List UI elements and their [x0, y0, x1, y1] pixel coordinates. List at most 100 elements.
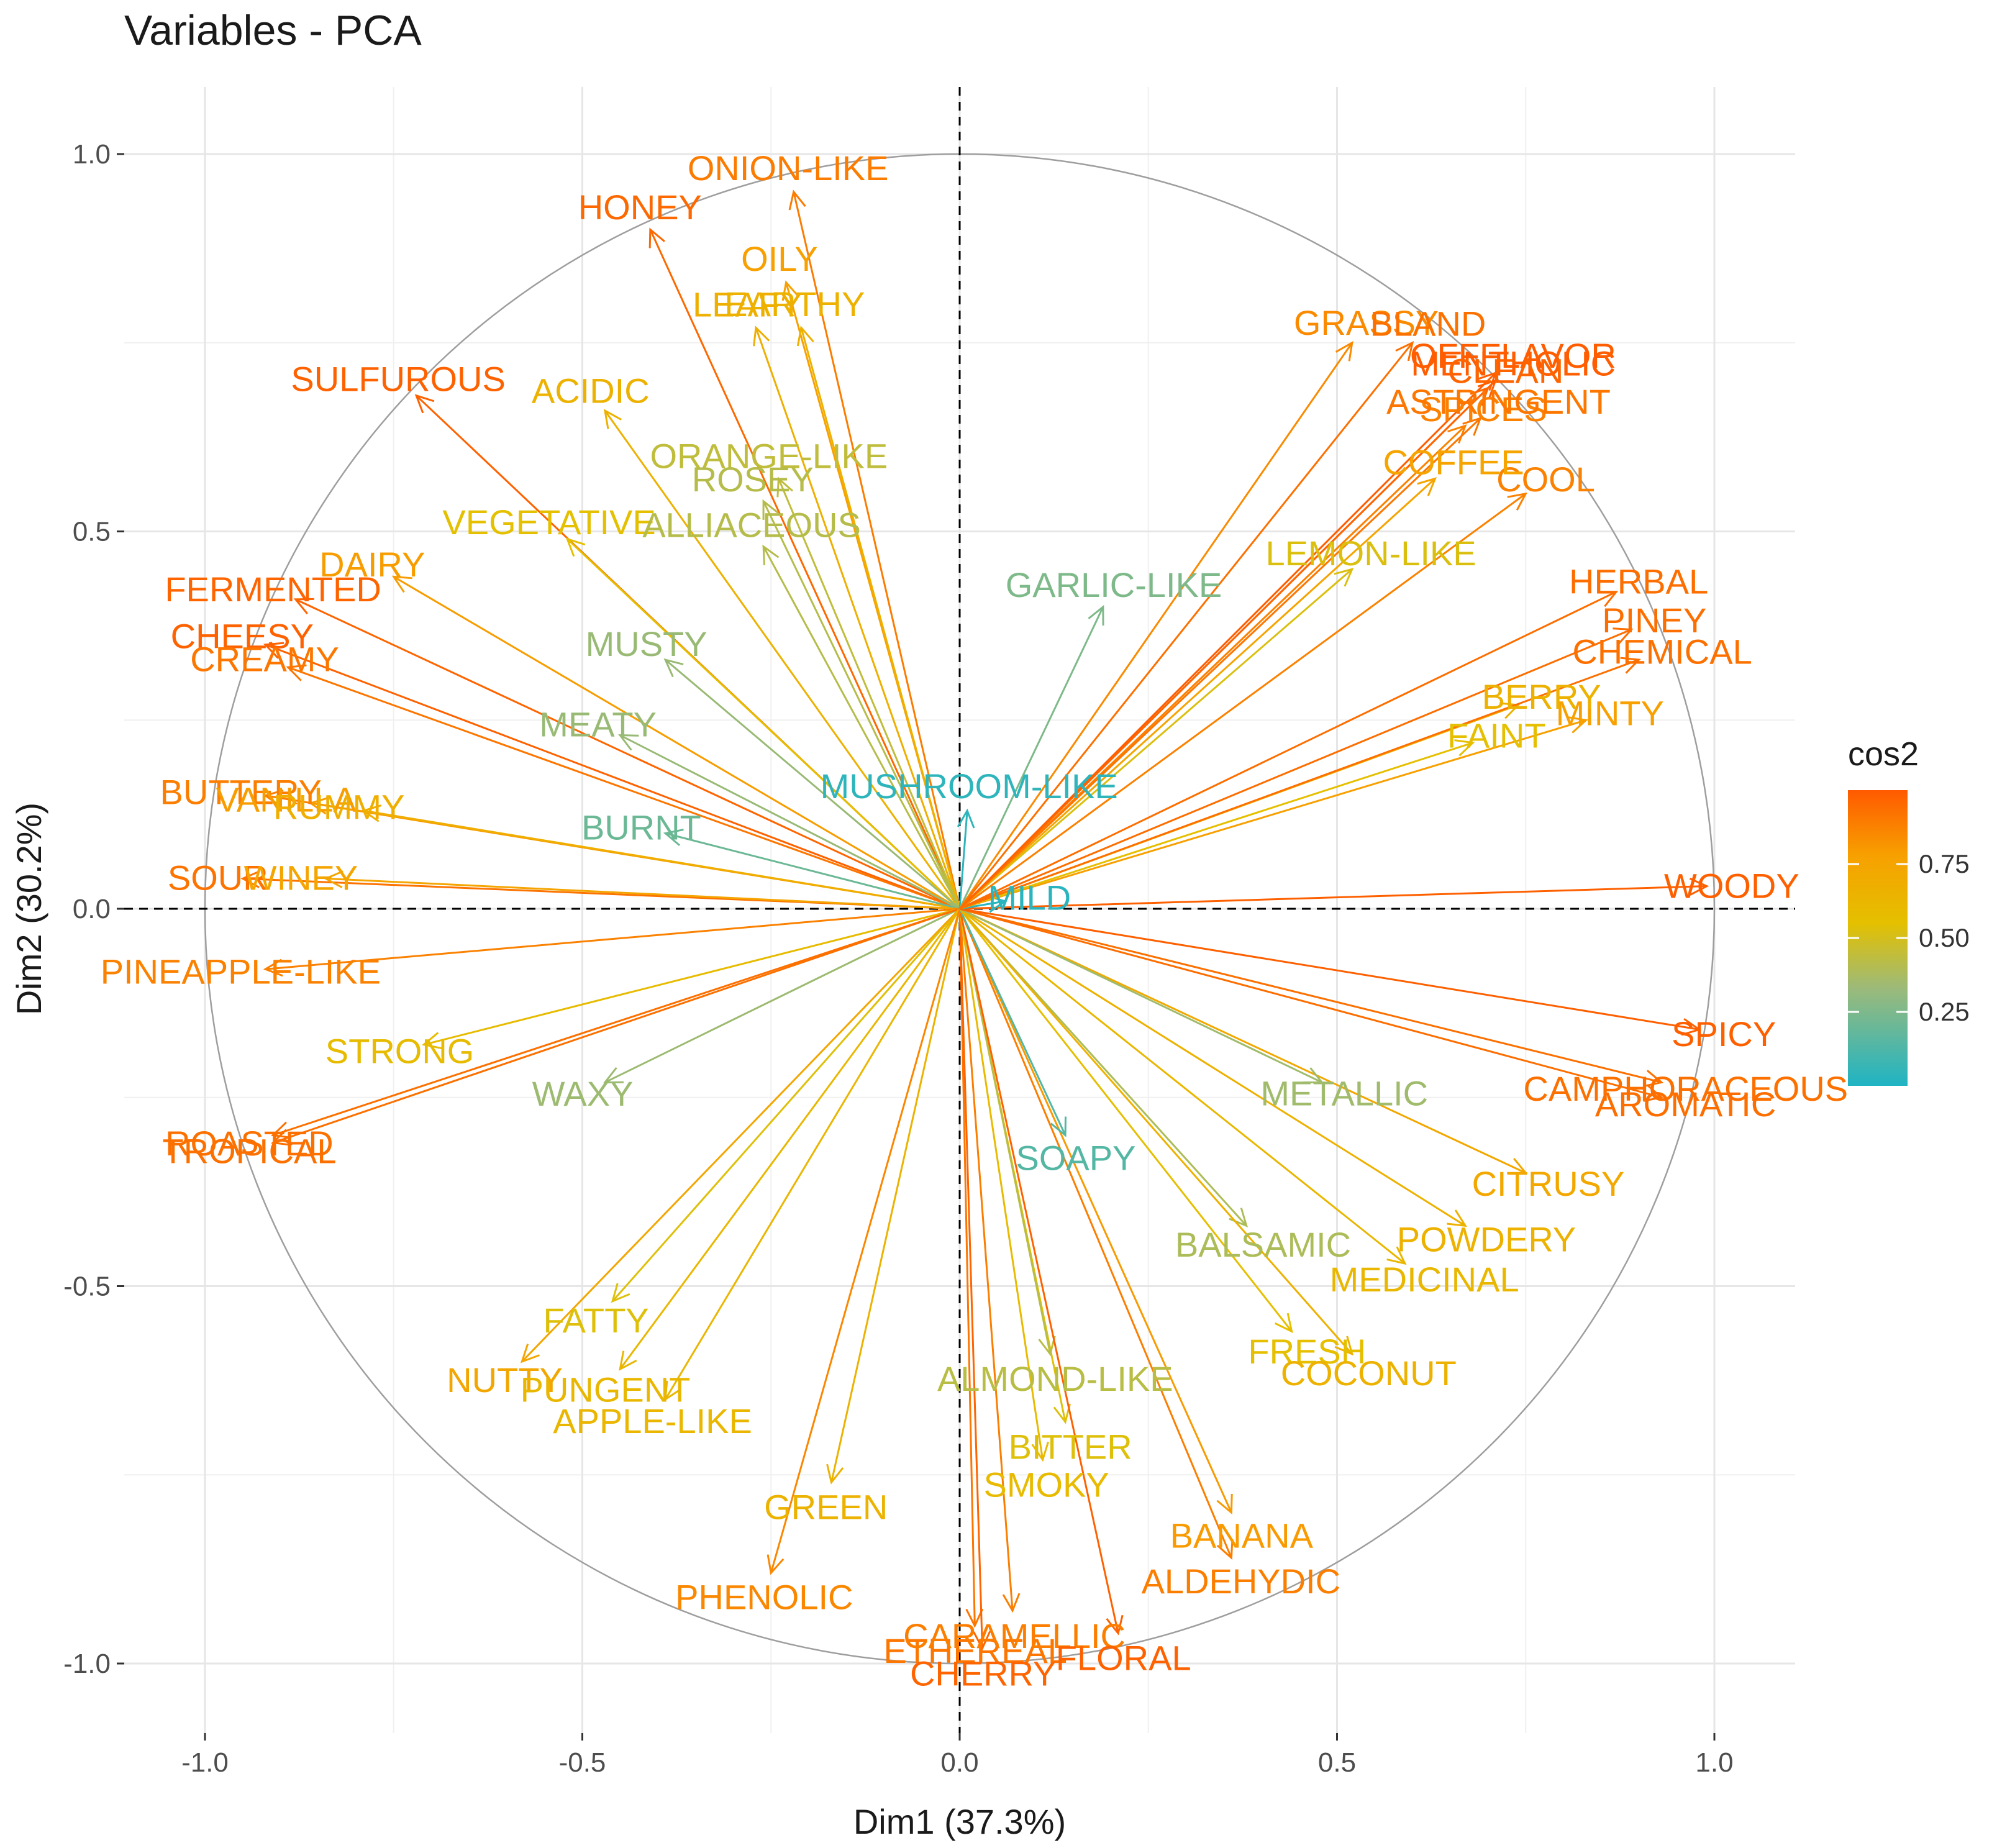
arrow-head: [957, 808, 975, 829]
arrow-head: [973, 1631, 991, 1651]
label-vegetative: VEGETATIVE: [442, 503, 655, 542]
arrow-head: [1447, 1209, 1467, 1227]
label-buttery: BUTTERY: [160, 772, 322, 811]
label-woody: WOODY: [1664, 866, 1799, 905]
arrow-dairy: [391, 575, 960, 910]
arrow-shaft: [959, 908, 1322, 1083]
arrow-head: [1681, 1017, 1702, 1036]
label-pineapple-like: PINEAPPLE-LIKE: [101, 952, 381, 991]
label-clean: CLEAN: [1448, 352, 1564, 391]
x-axis-title: Dim1 (37.3%): [853, 1802, 1066, 1841]
label-vanilla: VANILLA: [216, 780, 357, 819]
axis-ticks-layer: -1.0 -0.5 0.0 0.5 1.0 -1.0 -0.5 0.0 0.5 1.0: [63, 139, 1733, 1778]
label-onion-like: ONION-LIKE: [688, 148, 889, 188]
label-apple-like: APPLE-LIKE: [553, 1401, 752, 1441]
arrow-head: [1643, 1070, 1664, 1088]
label-chemical: CHEMICAL: [1572, 632, 1752, 671]
arrow-head: [965, 1608, 984, 1628]
arrow-fresh: [958, 908, 1293, 1334]
label-oily: OILY: [741, 239, 817, 278]
label-piney: PINEY: [1602, 601, 1706, 640]
label-astringent: ASTRINGENT: [1386, 382, 1611, 421]
label-waxy: WAXY: [532, 1074, 634, 1113]
x-tick-label: 0.5: [1318, 1747, 1356, 1778]
arrow-banana: [958, 908, 1233, 1515]
arrow-shaft: [959, 908, 1662, 1099]
y-tick-label: -0.5: [63, 1272, 111, 1302]
arrow-shaft: [793, 191, 961, 909]
label-tropical: TROPICAL: [162, 1132, 336, 1171]
label-grassy: GRASSY: [1294, 303, 1439, 342]
arrow-head: [271, 1129, 292, 1146]
arrow-fermented: [293, 598, 960, 910]
arrow-musty: [663, 658, 960, 910]
label-cool: COOL: [1496, 460, 1595, 499]
x-tick-label: 0.0: [940, 1747, 978, 1778]
arrow-head: [1417, 477, 1437, 496]
arrow-roasted: [271, 908, 960, 1139]
label-medicinal: MEDICINAL: [1330, 1260, 1519, 1299]
arrow-head: [293, 598, 314, 615]
arrow-leafy: [753, 325, 961, 909]
arrow-head: [1620, 657, 1641, 674]
label-cherry: CHERRY: [910, 1654, 1056, 1693]
arrow-head: [618, 734, 639, 751]
arrow-head: [796, 325, 814, 347]
chart-title: Variables - PCA: [124, 7, 422, 54]
arrow-metallic: [959, 908, 1324, 1084]
arrow-shaft: [959, 908, 1662, 1083]
legend-title: cos2: [1848, 735, 1919, 773]
label-spicy: SPICY: [1672, 1014, 1776, 1054]
legend-ticks: 0.25 0.50 0.75: [1848, 849, 1970, 1026]
arrow-shaft: [958, 417, 1481, 910]
arrow-honey: [648, 227, 961, 909]
arrow-nutty: [520, 908, 961, 1363]
arrow-shaft: [959, 885, 1707, 910]
label-camphoraceous: CAMPHORACEOUS: [1523, 1069, 1848, 1108]
arrow-shaft: [755, 327, 961, 909]
label-creamy: CREAMY: [190, 640, 339, 679]
label-banana: BANANA: [1170, 1516, 1314, 1555]
arrow-shaft: [393, 576, 960, 910]
arrow-creamy: [286, 664, 960, 910]
arrow-head: [1499, 702, 1521, 719]
label-spices: SPICES: [1419, 389, 1547, 429]
y-tick-label: 0.5: [73, 517, 111, 547]
arrow-head: [1395, 341, 1414, 362]
arrow-head: [1462, 416, 1482, 436]
arrow-clean: [958, 386, 1490, 910]
legend-tick-label: 0.75: [1919, 849, 1970, 878]
arrow-head: [663, 658, 684, 678]
arrow-shaft: [958, 908, 1232, 1559]
arrow-head: [422, 1032, 443, 1050]
arrow-bland: [958, 341, 1414, 909]
arrow-shaft: [958, 908, 1067, 1136]
arrow-shaft: [272, 908, 960, 1144]
arrow-shaft: [959, 908, 1406, 1265]
arrow-citrusy: [959, 908, 1528, 1175]
label-citrusy: CITRUSY: [1472, 1164, 1625, 1203]
arrow-head: [1088, 604, 1104, 626]
arrow-head: [520, 1344, 540, 1363]
arrow-tropical: [271, 908, 960, 1146]
arrow-shaft: [958, 908, 983, 1649]
label-coconut: COCONUT: [1281, 1354, 1457, 1393]
arrow-head: [308, 796, 329, 815]
label-balsamic: BALSAMIC: [1175, 1225, 1351, 1264]
arrow-head: [1689, 877, 1709, 896]
arrow-shaft: [958, 342, 1414, 909]
arrow-powdery: [959, 908, 1467, 1227]
label-aldehydic: ALDEHYDIC: [1142, 1562, 1341, 1601]
legend-tick-label: 0.25: [1919, 997, 1970, 1026]
arrow-shaft: [288, 666, 960, 910]
label-caramellic: CARAMELLIC: [903, 1616, 1126, 1655]
arrow-shaft: [604, 908, 960, 1083]
arrow-faint: [959, 739, 1475, 910]
arrow-shaft: [325, 877, 960, 910]
arrow-head: [1335, 340, 1353, 362]
arrow-head: [1050, 1116, 1067, 1137]
arrow-head: [240, 870, 260, 888]
arrow-shaft: [611, 908, 961, 1302]
label-soapy: SOAPY: [1016, 1139, 1136, 1178]
arrow-head: [664, 1380, 682, 1401]
